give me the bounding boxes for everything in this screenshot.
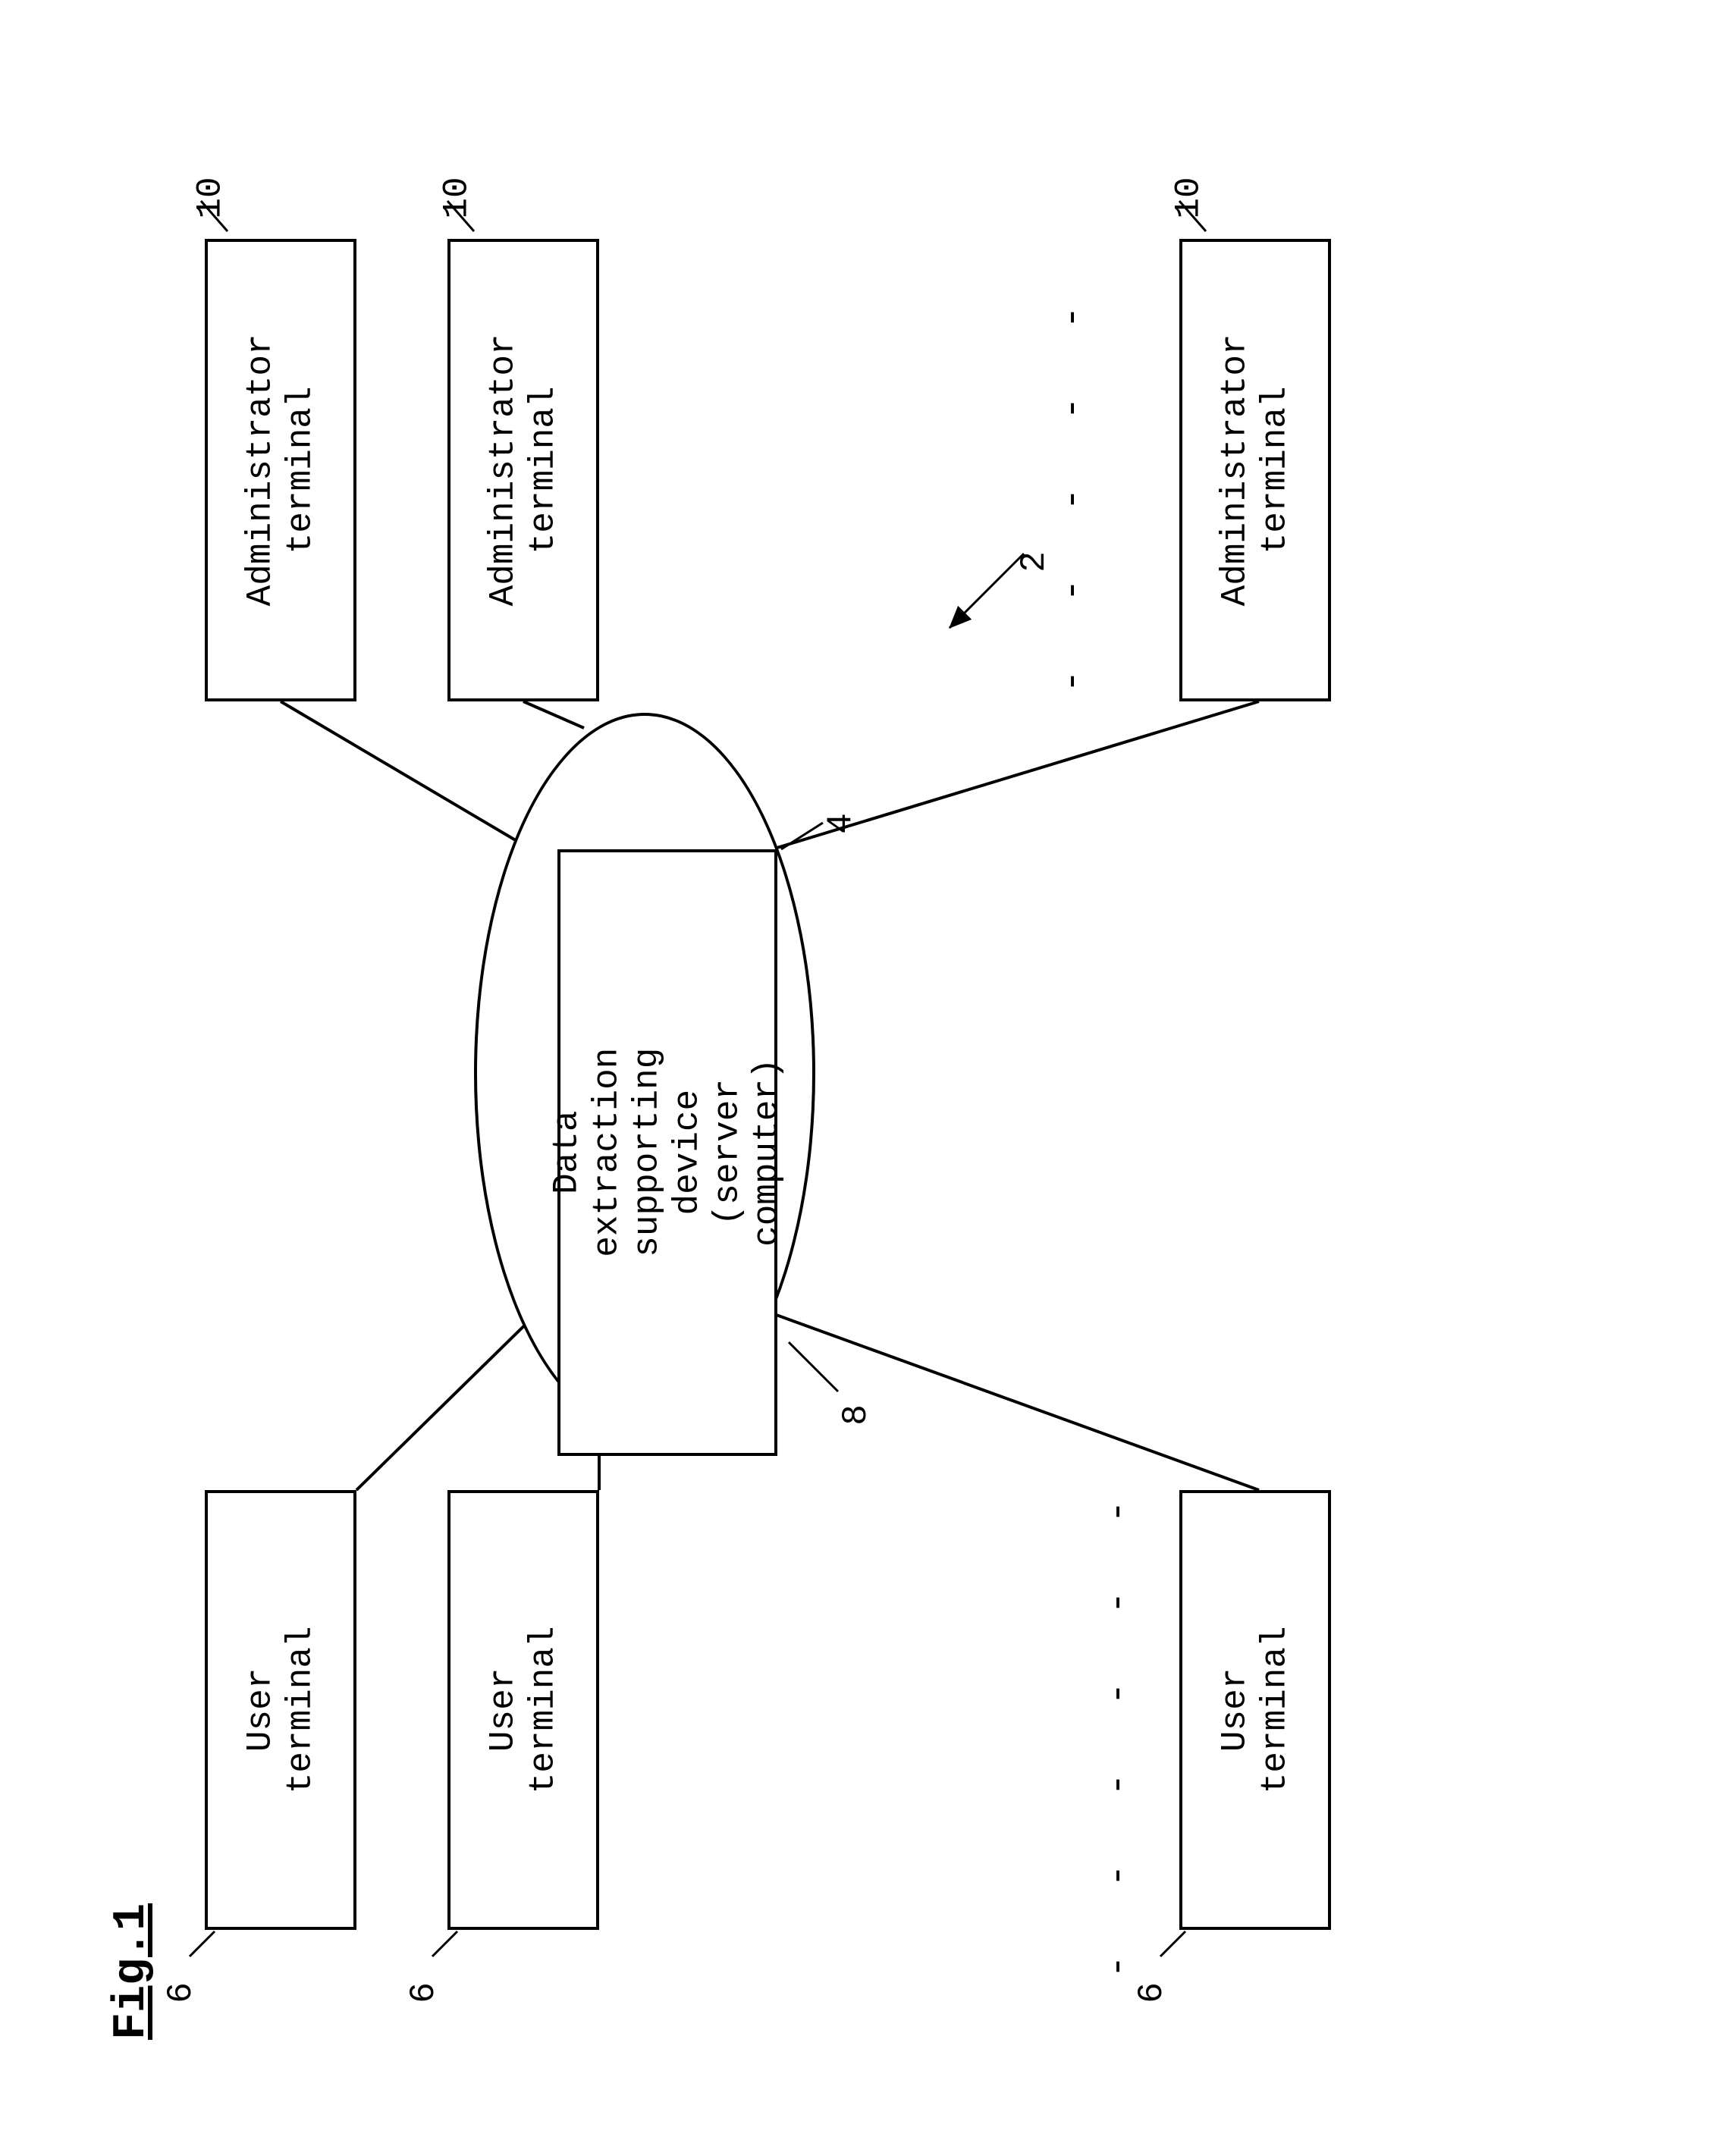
admin-terminal-label: Administrator terminal: [1215, 334, 1295, 607]
user-terminal-box: User terminal: [447, 1490, 599, 1930]
reference-number: 10: [191, 177, 231, 218]
user-terminal-label: User terminal: [1215, 1627, 1295, 1794]
reference-number: 6: [404, 1982, 444, 2003]
reference-number: 8: [837, 1404, 876, 1426]
diagram-canvas: Fig.1 Information and communication netw…: [0, 0, 1736, 2146]
user-terminal-box: User terminal: [1179, 1490, 1331, 1930]
admin-terminal-box: Administrator terminal: [205, 239, 356, 701]
server-label: Data extraction supporting device (serve…: [547, 1046, 787, 1260]
admin-terminal-box: Administrator terminal: [447, 239, 599, 701]
reference-number: 10: [438, 177, 477, 218]
admin-terminal-label: Administrator terminal: [240, 334, 321, 607]
figure-title: Fig.1: [106, 1903, 158, 2040]
server-box: Data extraction supporting device (serve…: [557, 849, 777, 1456]
ellipsis-dashes: - - - - -: [1052, 283, 1095, 692]
admin-terminal-box: Administrator terminal: [1179, 239, 1331, 701]
reference-number: 4: [821, 813, 861, 834]
user-terminal-box: User terminal: [205, 1490, 356, 1930]
ellipsis-dashes: - - - - - -: [1097, 1477, 1141, 1978]
admin-terminal-label: Administrator terminal: [483, 334, 563, 607]
reference-number: 6: [162, 1982, 201, 2003]
reference-number: 10: [1169, 177, 1209, 218]
user-terminal-label: User terminal: [483, 1627, 563, 1794]
reference-number: 6: [1132, 1982, 1172, 2003]
user-terminal-label: User terminal: [240, 1627, 321, 1794]
reference-number: 2: [1015, 551, 1054, 573]
